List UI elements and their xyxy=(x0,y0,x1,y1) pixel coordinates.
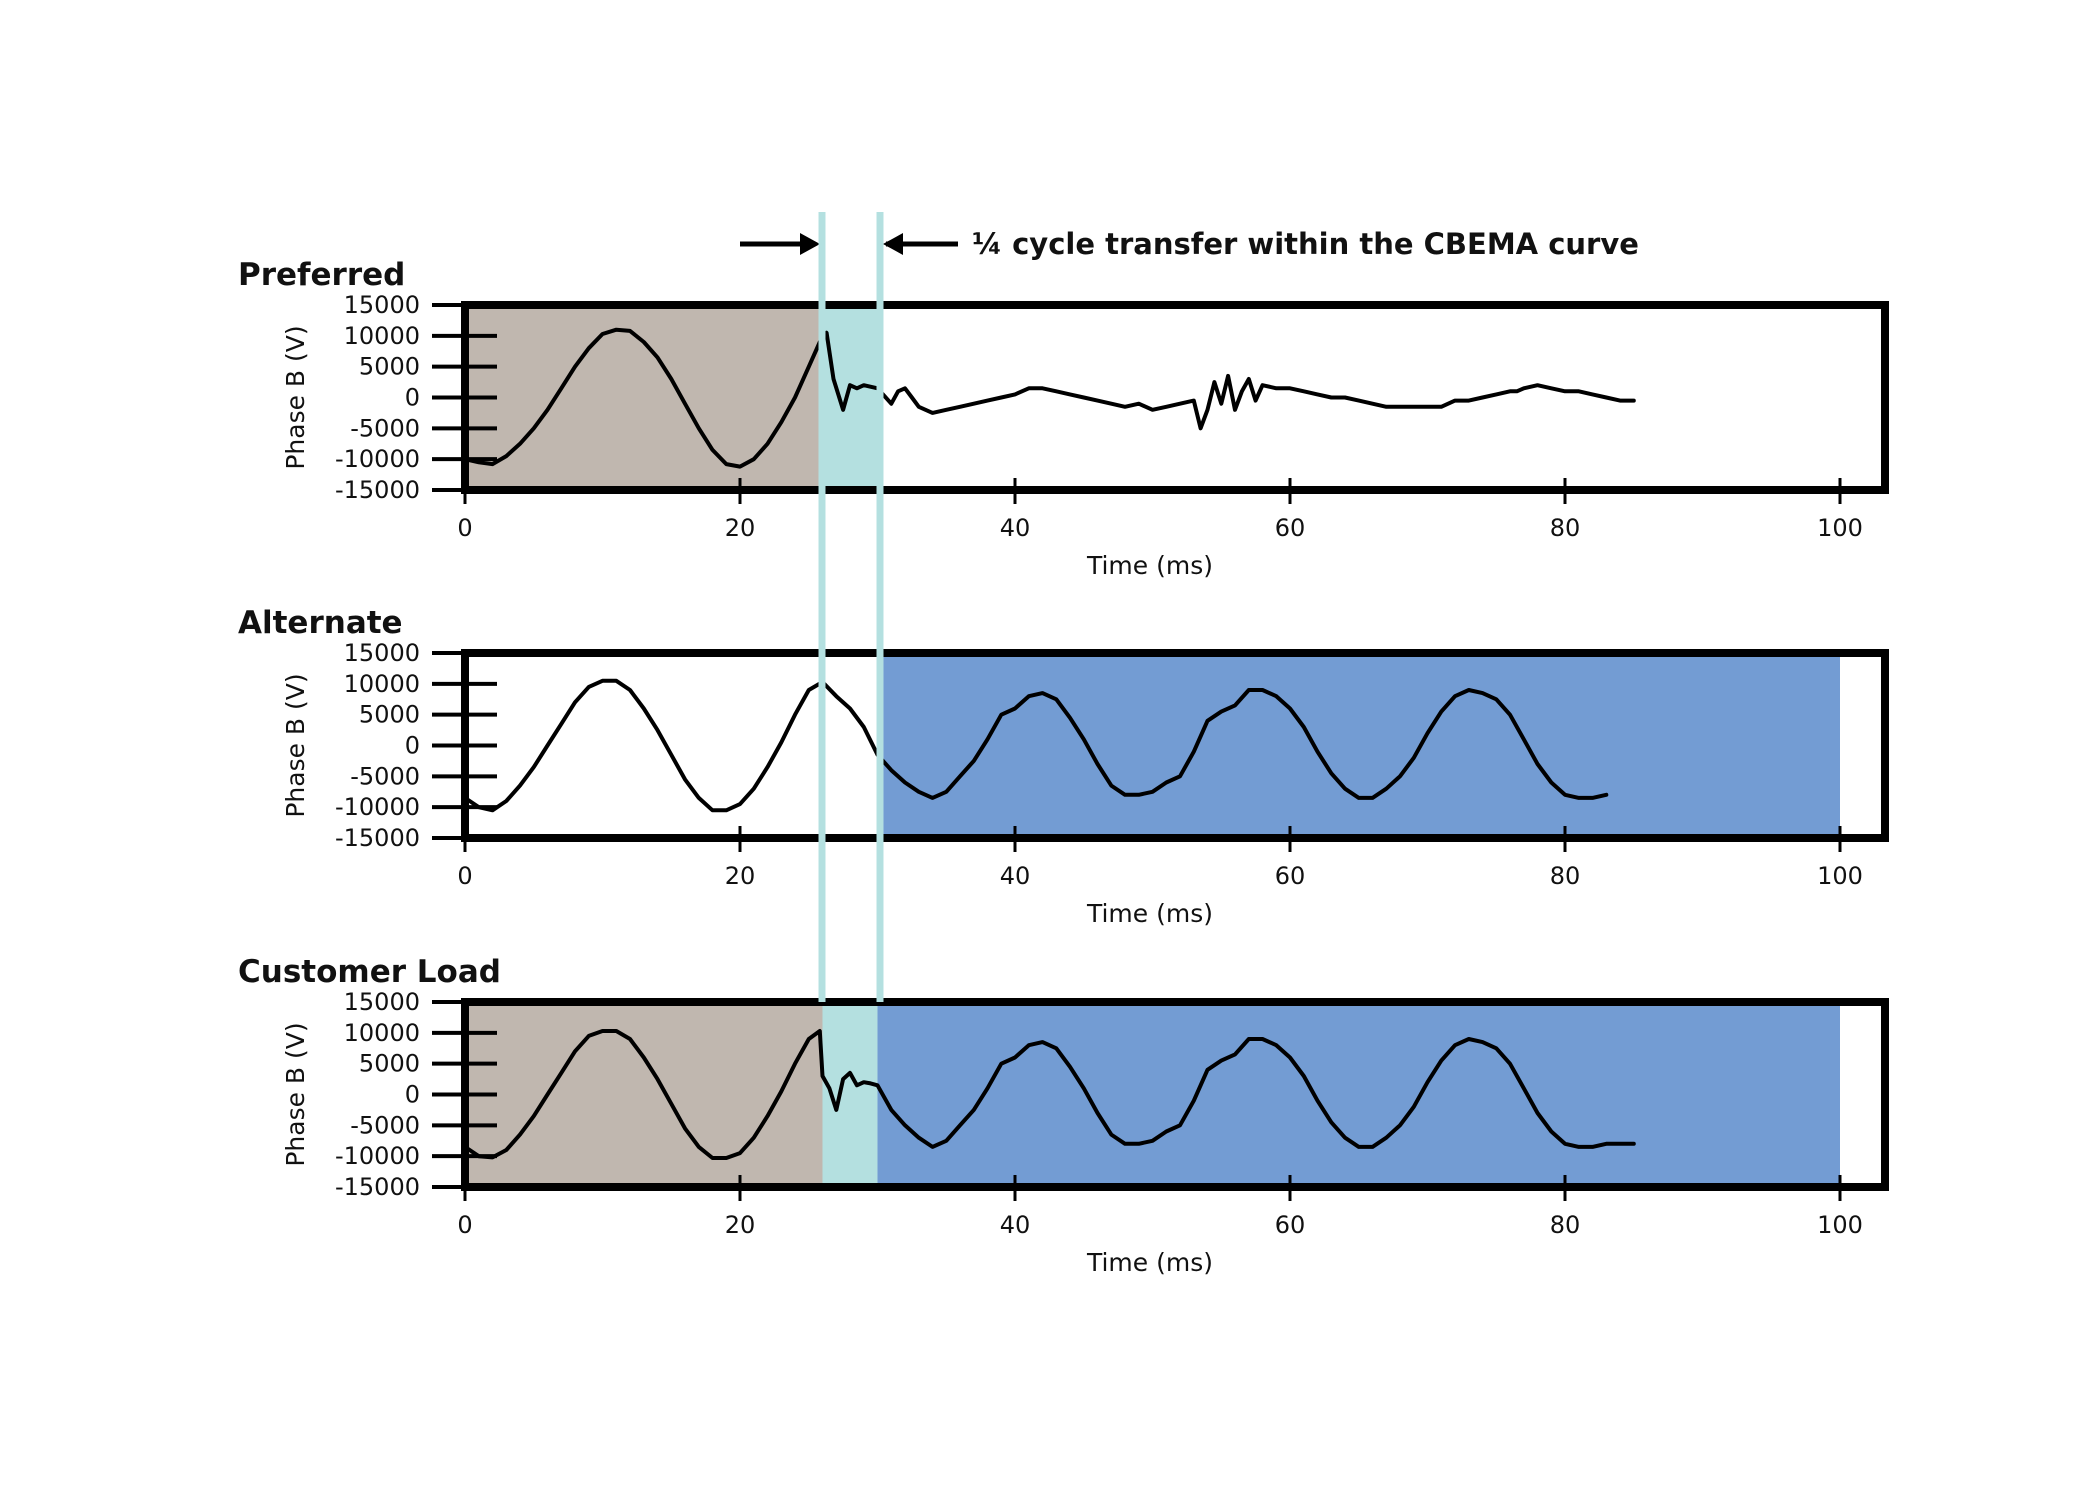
plot-title: Customer Load xyxy=(238,954,501,990)
y-tick-label: 5000 xyxy=(359,353,420,381)
x-tick-label: 100 xyxy=(1817,862,1863,890)
y-tick-label: -10000 xyxy=(335,445,420,473)
transfer-annotation: ¼ cycle transfer within the CBEMA curve xyxy=(740,227,1639,261)
x-tick-label: 60 xyxy=(1275,514,1306,542)
waveform-line xyxy=(463,678,1609,813)
y-tick-label: -5000 xyxy=(350,762,420,790)
y-tick-label: 5000 xyxy=(359,701,420,729)
y-tick-label: -15000 xyxy=(335,1173,420,1201)
shaded-region xyxy=(822,305,878,490)
plot-frame xyxy=(461,998,1889,1191)
annotation-text: ¼ cycle transfer within the CBEMA curve xyxy=(972,227,1639,261)
shaded-region xyxy=(465,305,823,490)
x-tick-label: 0 xyxy=(457,862,472,890)
y-tick-label: 0 xyxy=(405,1081,420,1109)
plot-title: Preferred xyxy=(238,257,405,293)
transfer-guide-line xyxy=(876,212,884,1002)
x-tick-label: 100 xyxy=(1817,514,1863,542)
plot-frame xyxy=(461,649,1889,842)
shaded-region xyxy=(877,653,1840,838)
y-tick-label: -10000 xyxy=(335,793,420,821)
plot-frame xyxy=(461,301,1889,494)
arrow-right-head-icon xyxy=(800,233,820,255)
y-tick-label: -5000 xyxy=(350,1111,420,1139)
transfer-guide-line xyxy=(818,212,826,1002)
y-tick-label: -15000 xyxy=(335,476,420,504)
x-tick-label: 60 xyxy=(1275,1211,1306,1239)
waveform-line xyxy=(463,327,1636,469)
x-axis-label: Time (ms) xyxy=(1086,551,1213,580)
y-tick-label: 10000 xyxy=(344,1019,420,1047)
y-tick-label: 10000 xyxy=(344,670,420,698)
y-tick-label: 15000 xyxy=(344,988,420,1016)
y-tick-label: 15000 xyxy=(344,639,420,667)
x-tick-label: 0 xyxy=(457,514,472,542)
x-tick-label: 80 xyxy=(1550,862,1581,890)
plot-title: Alternate xyxy=(238,605,403,641)
x-tick-label: 20 xyxy=(725,1211,756,1239)
y-axis-label: Phase B (V) xyxy=(281,325,310,469)
x-tick-label: 40 xyxy=(1000,1211,1031,1239)
x-tick-label: 0 xyxy=(457,1211,472,1239)
y-tick-label: 0 xyxy=(405,384,420,412)
shaded-region xyxy=(465,1002,823,1187)
y-tick-label: -10000 xyxy=(335,1142,420,1170)
x-tick-label: 60 xyxy=(1275,862,1306,890)
y-tick-label: 5000 xyxy=(359,1050,420,1078)
y-tick-label: 15000 xyxy=(344,291,420,319)
transfer-window-guides xyxy=(818,212,884,1002)
x-tick-label: 20 xyxy=(725,862,756,890)
x-tick-label: 20 xyxy=(725,514,756,542)
shaded-region xyxy=(877,1002,1840,1187)
arrow-left-head-icon xyxy=(883,233,903,255)
y-tick-label: 0 xyxy=(405,732,420,760)
y-axis-label: Phase B (V) xyxy=(281,1022,310,1166)
x-tick-label: 80 xyxy=(1550,514,1581,542)
y-tick-label: 10000 xyxy=(344,322,420,350)
waveform-line xyxy=(463,1029,1636,1160)
x-tick-label: 100 xyxy=(1817,1211,1863,1239)
x-axis-label: Time (ms) xyxy=(1086,1248,1213,1277)
y-tick-label: -5000 xyxy=(350,414,420,442)
y-tick-label: -15000 xyxy=(335,824,420,852)
x-axis-label: Time (ms) xyxy=(1086,899,1213,928)
x-tick-label: 40 xyxy=(1000,862,1031,890)
x-tick-label: 40 xyxy=(1000,514,1031,542)
x-tick-label: 80 xyxy=(1550,1211,1581,1239)
y-axis-label: Phase B (V) xyxy=(281,673,310,817)
